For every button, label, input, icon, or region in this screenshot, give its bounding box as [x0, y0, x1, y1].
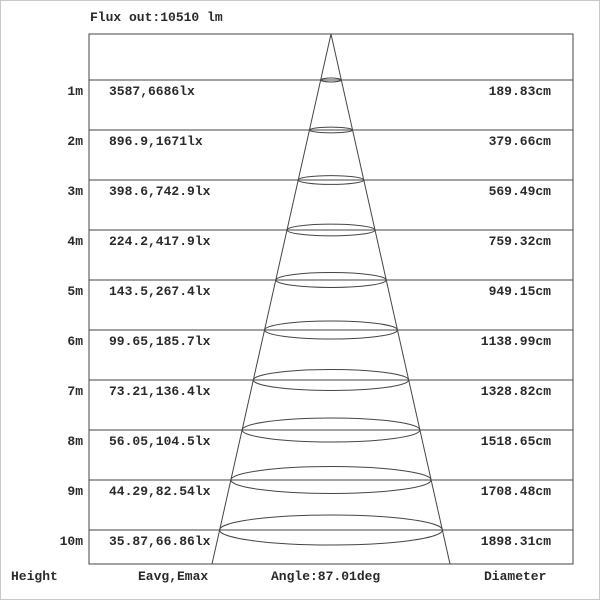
height-label: 5m	[67, 284, 83, 299]
column-label-eavg-emax: Eavg,Emax	[138, 569, 209, 584]
eavg-emax-value: 224.2,417.9lx	[109, 234, 211, 249]
table-row: 9m 44.29,82.54lx 1708.48cm	[1, 484, 599, 499]
height-label: 4m	[67, 234, 83, 249]
table-row: 5m 143.5,267.4lx 949.15cm	[1, 284, 599, 299]
diameter-value: 1518.65cm	[480, 434, 551, 449]
column-label-height: Height	[11, 569, 58, 584]
eavg-emax-value: 73.21,136.4lx	[109, 384, 211, 399]
diameter-value: 1328.82cm	[480, 384, 551, 399]
height-label: 2m	[67, 134, 83, 149]
diameter-value: 759.32cm	[488, 234, 551, 249]
diameter-value: 949.15cm	[488, 284, 551, 299]
eavg-emax-value: 35.87,66.86lx	[109, 534, 211, 549]
eavg-emax-value: 143.5,267.4lx	[109, 284, 211, 299]
height-label: 8m	[67, 434, 83, 449]
diameter-value: 1138.99cm	[480, 334, 551, 349]
table-row: 4m 224.2,417.9lx 759.32cm	[1, 234, 599, 249]
eavg-emax-value: 896.9,1671lx	[109, 134, 203, 149]
eavg-emax-value: 3587,6686lx	[109, 84, 195, 99]
height-label: 1m	[67, 84, 83, 99]
height-label: 3m	[67, 184, 83, 199]
diameter-value: 189.83cm	[488, 84, 551, 99]
cone-edge-left	[211, 33, 332, 565]
table-row: 10m 35.87,66.86lx 1898.31cm	[1, 534, 599, 549]
height-label: 7m	[67, 384, 83, 399]
height-label: 10m	[59, 534, 83, 549]
table-row: 1m 3587,6686lx 189.83cm	[1, 84, 599, 99]
diameter-value: 379.66cm	[488, 134, 551, 149]
eavg-emax-value: 398.6,742.9lx	[109, 184, 211, 199]
cone-edge-right	[330, 33, 451, 565]
flux-output-label: Flux out:10510 lm	[90, 10, 223, 25]
diameter-value: 569.49cm	[488, 184, 551, 199]
eavg-emax-value: 56.05,104.5lx	[109, 434, 211, 449]
table-row: 3m 398.6,742.9lx 569.49cm	[1, 184, 599, 199]
eavg-emax-value: 99.65,185.7lx	[109, 334, 211, 349]
table-row: 8m 56.05,104.5lx 1518.65cm	[1, 434, 599, 449]
table-row: 2m 896.9,1671lx 379.66cm	[1, 134, 599, 149]
beam-angle-label: Angle:87.01deg	[271, 569, 381, 584]
diameter-value: 1898.31cm	[480, 534, 551, 549]
table-row: 7m 73.21,136.4lx 1328.82cm	[1, 384, 599, 399]
height-label: 9m	[67, 484, 83, 499]
diameter-value: 1708.48cm	[480, 484, 551, 499]
column-label-diameter: Diameter	[484, 569, 547, 584]
height-label: 6m	[67, 334, 83, 349]
eavg-emax-value: 44.29,82.54lx	[109, 484, 211, 499]
table-row: 6m 99.65,185.7lx 1138.99cm	[1, 334, 599, 349]
